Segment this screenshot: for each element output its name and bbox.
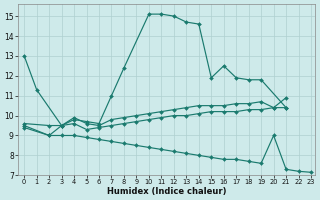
X-axis label: Humidex (Indice chaleur): Humidex (Indice chaleur) bbox=[107, 187, 226, 196]
